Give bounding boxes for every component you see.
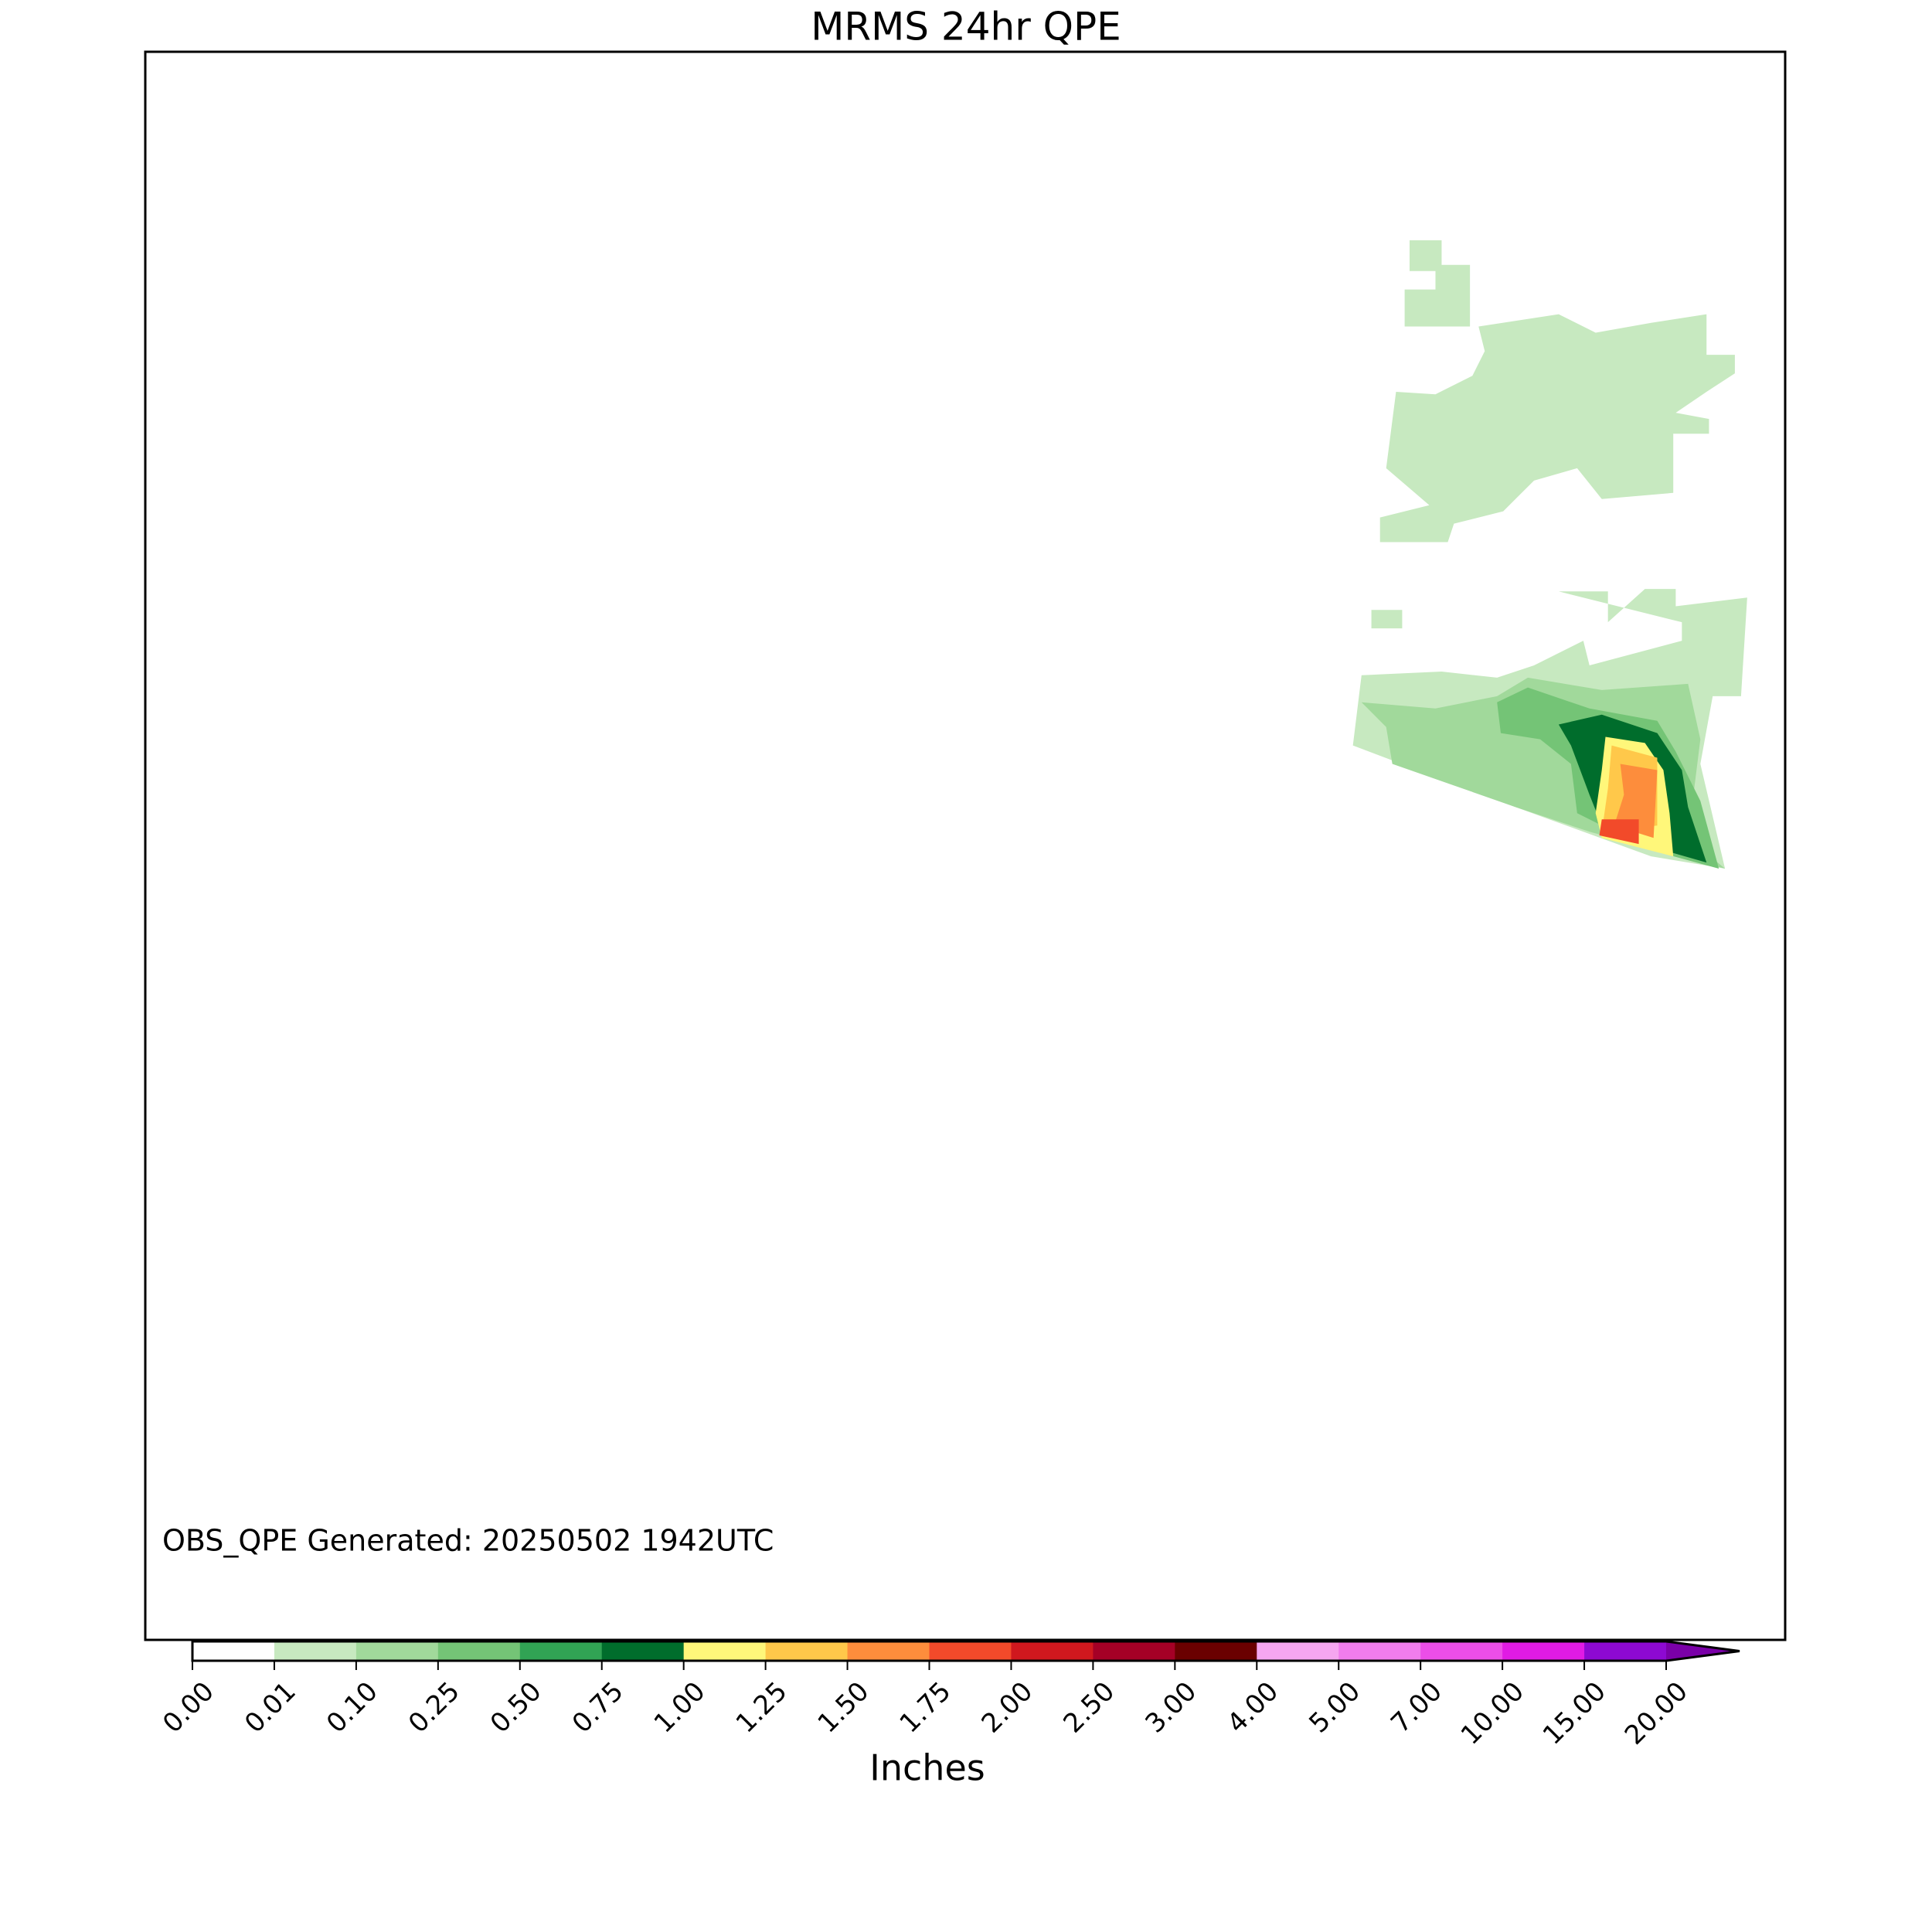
colorbar-segment [274, 1641, 357, 1661]
colorbar-segment [1584, 1641, 1667, 1661]
precip-area [1379, 314, 1735, 543]
colorbar-segment [1257, 1641, 1339, 1661]
colorbar-segment [1175, 1641, 1257, 1661]
colorbar-outline [191, 1640, 1740, 1662]
colorbar-segment [437, 1641, 521, 1661]
colorbar-segment [519, 1641, 603, 1661]
colorbar-segment [683, 1641, 767, 1661]
colorbar-label: Inches [869, 1747, 985, 1789]
precip-area [1371, 610, 1403, 629]
colorbar-segment [355, 1641, 439, 1661]
colorbar-segment [765, 1641, 849, 1661]
colorbar-segment [1338, 1641, 1421, 1661]
colorbar-segment [1093, 1641, 1175, 1661]
colorbar-segment [1502, 1641, 1585, 1661]
colorbar-segment [192, 1641, 275, 1661]
precip-area [1599, 819, 1639, 845]
title: MRMS 24hr QPE [811, 5, 1121, 49]
precip-field [1352, 240, 1747, 869]
map-frame [144, 50, 1787, 1641]
colorbar-segment [847, 1641, 930, 1661]
colorbar-segment [1420, 1641, 1503, 1661]
colorbar-segment [929, 1641, 1012, 1661]
colorbar-segment [1011, 1641, 1094, 1661]
colorbar-segment [601, 1641, 685, 1661]
annotation: OBS_QPE Generated: 20250502 1942UTC [162, 1524, 774, 1558]
colorbar-extension [1666, 1641, 1740, 1661]
precip-area [1404, 240, 1471, 327]
